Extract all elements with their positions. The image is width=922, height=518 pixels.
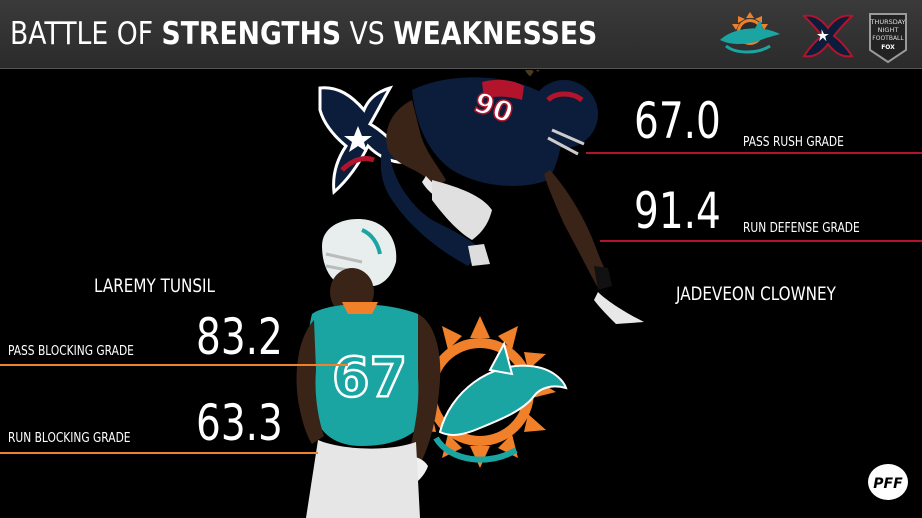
clowney-stat-divider xyxy=(586,152,922,154)
svg-text:67: 67 xyxy=(332,346,407,409)
title-weaknesses: WEAKNESSES xyxy=(393,16,598,52)
clowney-name: JADEVEON CLOWNEY xyxy=(676,283,836,305)
clowney-pass-rush-value: 67.0 xyxy=(634,92,721,150)
clowney-pass-rush-label: PASS RUSH GRADE xyxy=(743,135,844,150)
thursday-night-football-logo: THURSDAY NIGHT FOOTBALL FOX xyxy=(866,10,910,64)
page-title: BATTLE OF STRENGTHS VS WEAKNESSES xyxy=(10,14,597,54)
title-strengths: STRENGTHS xyxy=(161,16,342,52)
tunsil-run-blocking-value: 63.3 xyxy=(196,394,283,452)
clowney-run-defense-value: 91.4 xyxy=(634,182,721,240)
tunsil-stat-divider xyxy=(0,364,348,366)
tunsil-pass-blocking-value: 83.2 xyxy=(196,308,283,366)
tunsil-pass-blocking-label: PASS BLOCKING GRADE xyxy=(8,344,134,359)
clowney-stat-divider xyxy=(600,240,922,242)
tnf-line4: FOX xyxy=(881,44,895,51)
tunsil-stat-divider xyxy=(0,452,318,454)
tunsil-name: LAREMY TUNSIL xyxy=(94,275,215,297)
texans-logo xyxy=(800,10,856,62)
pff-logo: PFF xyxy=(866,462,910,502)
title-part: VS xyxy=(341,16,394,52)
tnf-line3: FOOTBALL xyxy=(872,35,904,42)
title-part: BATTLE OF xyxy=(10,16,162,52)
tunsil-player-image: 67 xyxy=(296,219,441,518)
pff-logo-text: PFF xyxy=(873,476,903,492)
tnf-line2: NIGHT xyxy=(878,26,899,34)
clowney-player-image: 90 xyxy=(380,70,644,324)
header-bar: BATTLE OF STRENGTHS VS WEAKNESSES xyxy=(0,0,922,69)
tnf-line1: THURSDAY xyxy=(869,18,905,26)
dolphins-logo xyxy=(712,10,788,62)
clowney-run-defense-label: RUN DEFENSE GRADE xyxy=(743,221,860,236)
tunsil-run-blocking-label: RUN BLOCKING GRADE xyxy=(8,431,131,446)
